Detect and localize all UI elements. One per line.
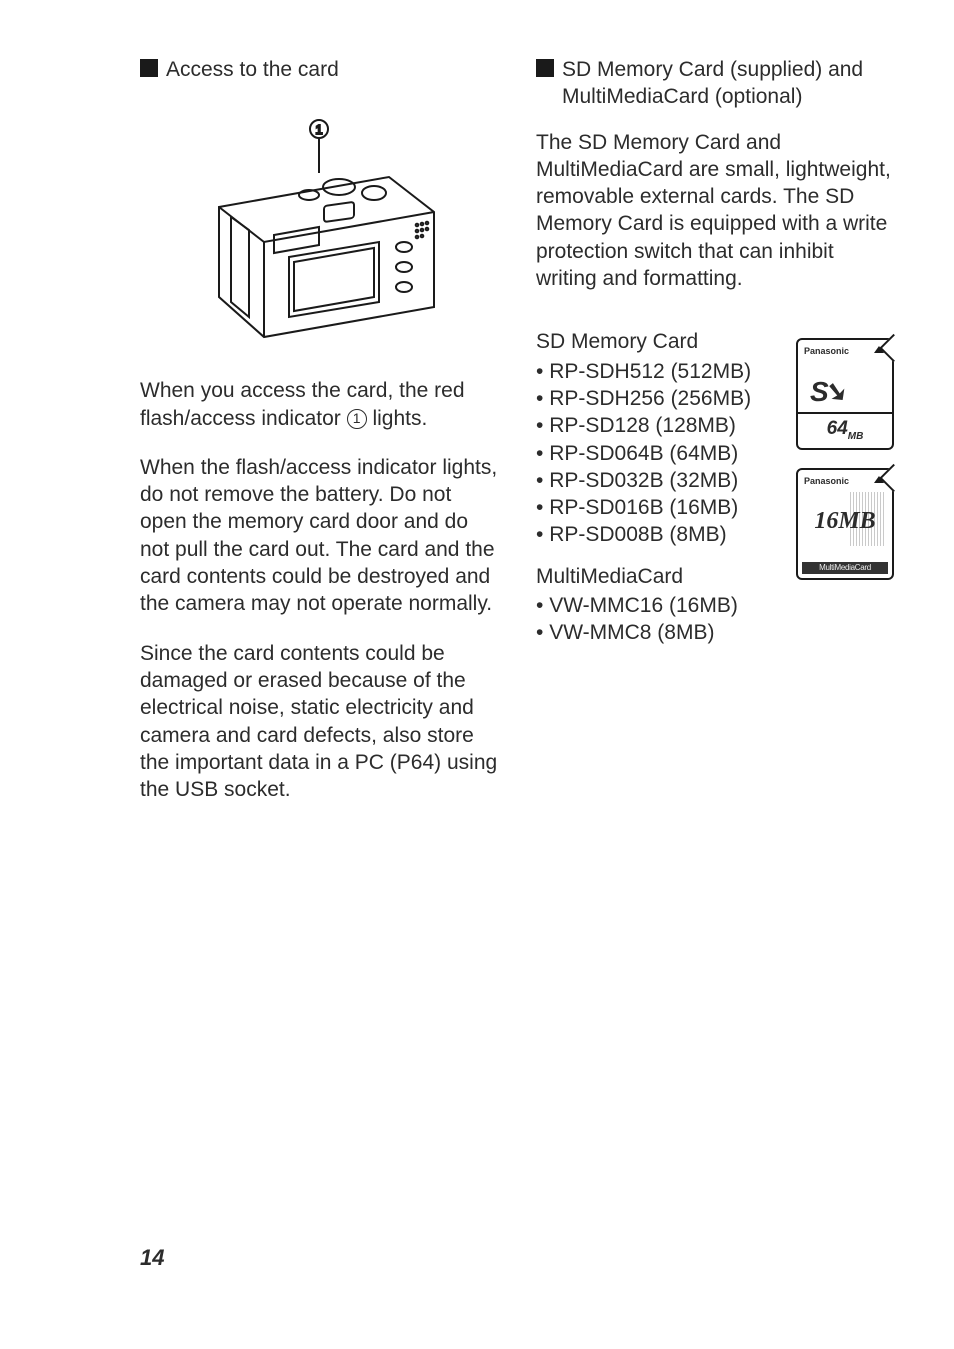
sd-capacity: 64MB: [798, 412, 892, 443]
sd-list: RP-SDH512 (512MB) RP-SDH256 (256MB) RP-S…: [536, 358, 784, 549]
mmc-item: VW-MMC8 (8MB): [536, 619, 784, 646]
sd-item: RP-SD064B (64MB): [536, 440, 784, 467]
mmc-brand: Panasonic: [804, 476, 849, 488]
right-intro: The SD Memory Card and MultiMediaCard ar…: [536, 129, 894, 293]
left-para-1: When you access the card, the red flash/…: [140, 377, 498, 432]
card-lists-text: SD Memory Card RP-SDH512 (512MB) RP-SDH2…: [536, 314, 784, 660]
card-illustrations: Panasonic S➘ 64MB Panasonic 16MB MultiMe…: [796, 338, 894, 580]
sd-logo-text: S➘: [810, 374, 848, 410]
mmc-item: VW-MMC16 (16MB): [536, 592, 784, 619]
mmc-list: VW-MMC16 (16MB) VW-MMC8 (8MB): [536, 592, 784, 647]
sd-item: RP-SDH256 (256MB): [536, 385, 784, 412]
svg-text:1: 1: [315, 122, 322, 137]
square-bullet-icon: [536, 59, 554, 77]
triangle-icon: [874, 476, 884, 483]
sd-item: RP-SD032B (32MB): [536, 467, 784, 494]
right-lists-and-cards: SD Memory Card RP-SDH512 (512MB) RP-SDH2…: [536, 314, 894, 660]
left-para-2: When the flash/access indicator lights, …: [140, 454, 498, 618]
triangle-icon: [874, 346, 884, 353]
page-number: 14: [140, 1245, 164, 1271]
sd-item: RP-SD008B (8MB): [536, 521, 784, 548]
manual-page: Access to the card 1: [0, 0, 954, 865]
right-title-text: SD Memory Card (supplied) and MultiMedia…: [562, 56, 894, 111]
mmc-capacity: 16MB: [798, 506, 892, 537]
sd-card-icon: Panasonic S➘ 64MB: [796, 338, 894, 450]
sd-item: RP-SD016B (16MB): [536, 494, 784, 521]
camera-illustration: 1: [189, 117, 449, 347]
square-bullet-icon: [140, 59, 158, 77]
sd-item: RP-SD128 (128MB): [536, 412, 784, 439]
mmc-label: MultiMediaCard: [802, 562, 888, 574]
section-title-right: SD Memory Card (supplied) and MultiMedia…: [536, 56, 894, 111]
left-para-1b: lights.: [367, 407, 428, 430]
mmc-heading: MultiMediaCard: [536, 563, 784, 590]
left-para-3: Since the card contents could be damaged…: [140, 640, 498, 804]
sd-heading: SD Memory Card: [536, 328, 784, 355]
sd-item: RP-SDH512 (512MB): [536, 358, 784, 385]
section-title-left: Access to the card: [140, 56, 498, 83]
left-title-text: Access to the card: [166, 56, 339, 83]
mmc-card-icon: Panasonic 16MB MultiMediaCard: [796, 468, 894, 580]
left-column: Access to the card 1: [140, 56, 498, 825]
sd-brand: Panasonic: [804, 346, 849, 358]
circled-1-inline: 1: [347, 409, 367, 429]
right-column: SD Memory Card (supplied) and MultiMedia…: [536, 56, 894, 825]
